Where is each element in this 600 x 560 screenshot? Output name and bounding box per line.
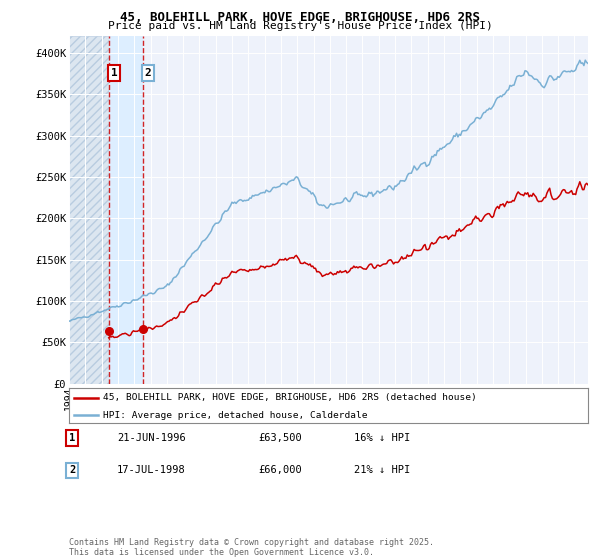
Text: 16% ↓ HPI: 16% ↓ HPI — [354, 433, 410, 443]
Text: 45, BOLEHILL PARK, HOVE EDGE, BRIGHOUSE, HD6 2RS (detached house): 45, BOLEHILL PARK, HOVE EDGE, BRIGHOUSE,… — [103, 393, 476, 402]
Text: 1: 1 — [69, 433, 75, 443]
Bar — [109, 36, 143, 384]
Text: 2: 2 — [145, 68, 151, 78]
Text: £66,000: £66,000 — [258, 465, 302, 475]
Text: 17-JUL-1998: 17-JUL-1998 — [117, 465, 186, 475]
Bar — [69, 36, 109, 384]
Text: 1: 1 — [110, 68, 118, 78]
Text: 21% ↓ HPI: 21% ↓ HPI — [354, 465, 410, 475]
Text: Price paid vs. HM Land Registry's House Price Index (HPI): Price paid vs. HM Land Registry's House … — [107, 21, 493, 31]
Text: 2: 2 — [69, 465, 75, 475]
Text: 21-JUN-1996: 21-JUN-1996 — [117, 433, 186, 443]
Text: Contains HM Land Registry data © Crown copyright and database right 2025.
This d: Contains HM Land Registry data © Crown c… — [69, 538, 434, 557]
Text: £63,500: £63,500 — [258, 433, 302, 443]
Text: 45, BOLEHILL PARK, HOVE EDGE, BRIGHOUSE, HD6 2RS: 45, BOLEHILL PARK, HOVE EDGE, BRIGHOUSE,… — [120, 11, 480, 24]
Text: HPI: Average price, detached house, Calderdale: HPI: Average price, detached house, Cald… — [103, 410, 367, 419]
